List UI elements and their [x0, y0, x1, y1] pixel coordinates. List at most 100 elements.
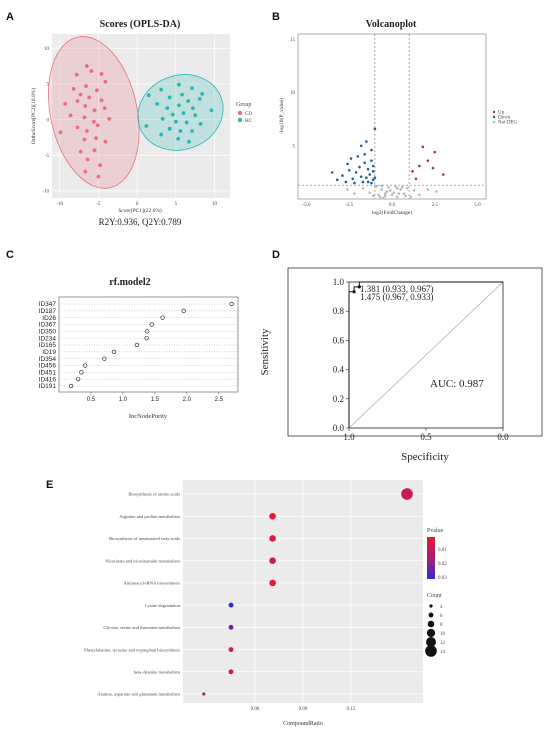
data-point-cd — [82, 137, 87, 142]
data-point-hc — [177, 82, 181, 87]
data-point-cd — [103, 79, 108, 84]
data-point-hc — [190, 106, 195, 111]
count-legend-dot — [428, 612, 434, 618]
roc-threshold-point — [352, 290, 356, 294]
data-point-not-deg — [361, 187, 365, 190]
data-point-down — [361, 180, 365, 184]
data-point-not-deg — [397, 192, 401, 195]
x-tick-label: -5 — [96, 202, 101, 207]
count-legend-label: 10 — [440, 632, 446, 637]
panel-c-rows: ID347ID187ID26ID367ID350ID234ID165ID19ID… — [39, 301, 238, 390]
data-point-cd — [84, 129, 89, 133]
feature-label: ID26 — [42, 315, 56, 322]
data-point-not-deg — [383, 194, 387, 198]
data-point-cd — [58, 130, 63, 135]
data-point-cd — [75, 99, 80, 103]
importance-point — [76, 377, 81, 382]
data-point-not-deg — [380, 184, 384, 187]
data-point-cd — [92, 148, 97, 153]
panel-b-legend-down: Down — [498, 116, 511, 121]
count-legend-dot — [429, 604, 433, 608]
data-point-up — [418, 164, 421, 168]
x-tick-label: 0.06 — [251, 707, 260, 712]
x-tick-label: 2.5 — [432, 203, 439, 208]
x-tick-label: 0.5 — [87, 397, 96, 403]
x-tick-label: 0.5 — [420, 432, 432, 442]
panel-a-legend-key-cd — [237, 110, 243, 116]
panel-e-pvalue-tick-1: 0.01 — [438, 548, 447, 553]
data-point-not-deg — [426, 188, 430, 191]
importance-point — [160, 315, 165, 320]
y-tick-label: 0.0 — [333, 423, 345, 433]
y-tick-label: 0.8 — [333, 306, 345, 316]
data-point-not-deg — [383, 192, 387, 195]
pathway-label: Glycine, serine and threonine metabolism — [103, 625, 180, 631]
pathway-bubble — [269, 579, 276, 587]
panel-d: 0.00.20.40.60.81.01.0 0.5 0.0 Specificity … — [259, 267, 543, 463]
data-point-hc — [160, 116, 165, 121]
panel-b-legend-key-notdeg — [492, 120, 496, 124]
panel-a-legend-cd: CD — [245, 112, 252, 117]
x-tick-label: 5.0 — [474, 203, 481, 208]
data-point-hc — [170, 112, 175, 117]
panel-e-grid — [183, 480, 423, 703]
data-point-cd — [99, 98, 104, 103]
data-point-down — [373, 127, 377, 131]
data-point-cd — [78, 149, 83, 154]
panel-a-plot-background — [52, 34, 230, 198]
y-tick-label: 0.6 — [333, 335, 345, 345]
data-point-cd — [68, 113, 73, 118]
data-point-up — [441, 173, 445, 176]
count-legend-label: 6 — [440, 614, 443, 619]
panel-d-outer-frame — [287, 267, 543, 437]
pathway-label: Lysine degradation — [145, 603, 181, 608]
panel-d-plot: 0.0 0.2 0.4 0.6 0.8 1.0 1.0 0.5 0.0 — [333, 277, 509, 442]
pathway-bubble — [269, 557, 276, 564]
x-tick-label: 1.0 — [119, 397, 128, 403]
data-point-hc — [167, 126, 172, 131]
importance-point — [145, 329, 150, 334]
x-tick-label: -10 — [56, 202, 63, 207]
pathway-label: Biosynthesis of unsaturated fatty acids — [109, 536, 180, 541]
data-point-not-deg — [395, 187, 399, 190]
data-point-hc — [159, 87, 164, 92]
data-point-cd — [87, 95, 92, 100]
importance-point — [79, 370, 84, 375]
panel-a: Scores (OPLS-DA) -10 -5 0 5 10 -10 -5 0 5 10 Scor… — [30, 19, 253, 227]
data-point-not-deg — [404, 194, 407, 198]
data-point-hc — [144, 124, 149, 128]
data-point-up — [411, 170, 414, 173]
y-tick-label: -10 — [42, 190, 49, 195]
data-point-cd — [98, 163, 102, 168]
y-tick-label: 0.2 — [333, 394, 344, 404]
confidence-ellipse-cd — [48, 36, 140, 189]
data-point-cd — [103, 139, 108, 144]
data-point-cd — [102, 106, 107, 111]
data-point-down — [365, 140, 368, 143]
data-point-cd — [107, 116, 112, 121]
x-tick-label: -5.0 — [303, 203, 311, 208]
data-point-down — [371, 170, 375, 173]
data-point-down — [371, 164, 375, 168]
data-point-down — [368, 173, 372, 176]
panel-a-footer: R2Y:0.936, Q2Y:0.789 — [99, 217, 182, 227]
panel-a-legend-key-hc — [237, 117, 243, 123]
panel-label-a: A — [6, 11, 14, 23]
panel-e-pvalue-legend-title: Pvalue — [427, 528, 444, 534]
data-point-up — [414, 177, 418, 181]
pathway-label: beta-Alanine metabolism — [134, 669, 181, 674]
data-point-cd — [84, 84, 88, 88]
data-point-cd — [74, 72, 79, 77]
pathway-bubble — [269, 512, 276, 520]
feature-label: ID451 — [39, 370, 57, 377]
panel-b-xlabel: log2(FoldChange) — [372, 209, 412, 216]
pathway-label: Biosynthesis of amino acids — [128, 492, 180, 497]
count-legend-dot — [426, 637, 436, 647]
data-point-not-deg — [394, 184, 397, 188]
pathway-label: Aminoacyl-tRNA biosynthesis — [123, 581, 180, 586]
panel-b-legend-up: Up — [498, 111, 505, 116]
count-legend-label: 8 — [440, 623, 443, 628]
data-point-not-deg — [382, 196, 385, 200]
data-point-hc — [200, 91, 205, 96]
